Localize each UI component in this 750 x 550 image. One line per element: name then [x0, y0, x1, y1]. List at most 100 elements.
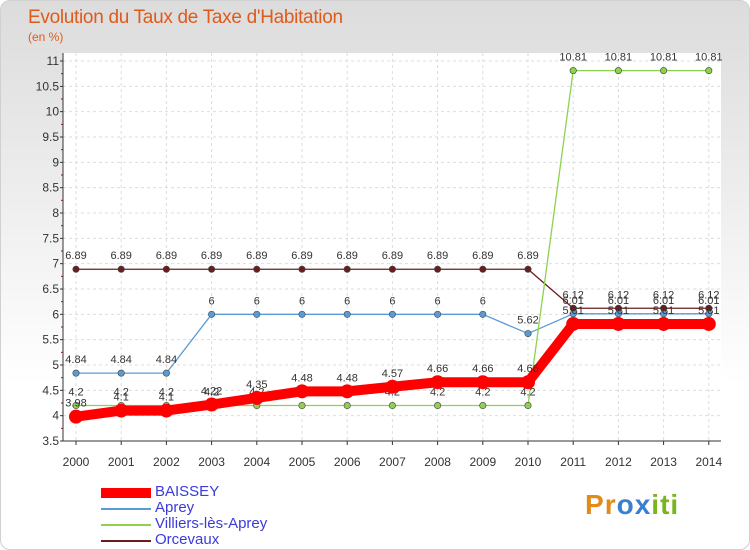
data-label: 10.81 [650, 52, 678, 64]
data-label: 6.89 [156, 250, 177, 262]
data-point [72, 402, 80, 410]
data-label: 6.89 [201, 250, 222, 262]
y-tick-label: 3.5 [42, 434, 59, 448]
line-chart: 3.5 4 4.5 5 5.5 6 6.5 7 7.5 8 8.5 9 9.5 10 10.5 11 2000 2… [36, 52, 723, 469]
chart-title: Evolution du Taux de Taxe d'Habitation [28, 7, 343, 28]
data-label: 6.89 [291, 250, 312, 262]
data-point [705, 67, 713, 75]
logo-letter: o [616, 489, 635, 520]
legend-swatch [101, 485, 151, 501]
y-tick-label: 7 [52, 257, 59, 271]
data-point [434, 310, 442, 318]
data-label: 6.89 [246, 250, 267, 262]
data-label: 5.62 [517, 315, 538, 327]
legend-swatch [101, 517, 151, 533]
y-tick-label: 10.5 [36, 79, 60, 93]
data-point [162, 369, 170, 377]
x-tick-label: 2002 [153, 455, 180, 469]
data-label: 6.89 [336, 250, 357, 262]
data-point [249, 390, 264, 405]
data-point [479, 310, 487, 318]
data-point [524, 330, 532, 338]
legend-label: Aprey [155, 499, 195, 516]
data-label: 4.48 [336, 372, 357, 384]
data-point [340, 384, 355, 399]
y-tick-label: 5 [52, 358, 59, 372]
logo-letter: t [660, 489, 671, 520]
data-point [298, 265, 306, 273]
data-label: 6.89 [382, 250, 403, 262]
data-label: 4.66 [517, 363, 538, 375]
legend-label: Villiers-lès-Aprey [155, 515, 268, 532]
legend-label: BAISSEY [155, 483, 220, 500]
data-label: 6 [480, 295, 486, 307]
legend-swatch [101, 533, 151, 549]
data-label: 6.01 [653, 295, 674, 307]
y-tick-label: 8 [52, 206, 59, 220]
data-label: 4.35 [246, 379, 267, 391]
data-label: 4.48 [291, 372, 312, 384]
data-point [388, 310, 396, 318]
data-point [208, 310, 216, 318]
data-point [434, 265, 442, 273]
data-label: 4.84 [156, 354, 177, 366]
data-label: 4.2 [204, 387, 219, 399]
y-tick-label: 4.5 [42, 383, 59, 397]
data-point [253, 310, 261, 318]
data-label: 4.2 [475, 387, 490, 399]
x-tick-label: 2009 [469, 455, 496, 469]
data-label: 6 [299, 295, 305, 307]
logo-letter: x [634, 489, 652, 520]
data-label: 5.81 [698, 305, 719, 317]
data-label: 10.81 [605, 52, 633, 64]
y-tick-label: 5.5 [42, 333, 59, 347]
data-label: 6.12 [608, 289, 629, 301]
data-label: 6.89 [110, 250, 131, 262]
data-point [701, 316, 716, 331]
data-label: 4.66 [427, 363, 448, 375]
data-point [117, 265, 125, 273]
data-label: 4.66 [472, 363, 493, 375]
data-label: 6.01 [698, 295, 719, 307]
y-tick-label: 6 [52, 307, 59, 321]
x-tick-label: 2006 [334, 455, 361, 469]
data-point [208, 265, 216, 273]
x-tick-label: 2000 [63, 455, 90, 469]
y-tick-label: 4 [52, 409, 59, 423]
data-point [253, 265, 261, 273]
data-point [72, 265, 80, 273]
legend-label: Orcevaux [155, 531, 220, 548]
data-label: 6 [344, 295, 350, 307]
data-label: 6.12 [698, 289, 719, 301]
data-point [343, 402, 351, 410]
x-tick-label: 2001 [108, 455, 135, 469]
data-point [524, 265, 532, 273]
data-label: 4.2 [520, 387, 535, 399]
data-point [295, 384, 309, 399]
data-label: 4.84 [65, 354, 86, 366]
data-label: 4.2 [430, 387, 445, 399]
x-tick-label: 2008 [424, 455, 451, 469]
data-point [343, 310, 351, 318]
data-point [521, 375, 535, 390]
data-point [298, 310, 306, 318]
data-label: 6.89 [472, 250, 493, 262]
x-tick-label: 2010 [515, 455, 542, 469]
data-point [159, 403, 174, 418]
x-tick-label: 2014 [695, 455, 722, 469]
x-tick-label: 2005 [289, 455, 316, 469]
data-label: 6.01 [608, 295, 629, 307]
data-point [660, 67, 668, 75]
y-tick-label: 9.5 [42, 130, 59, 144]
data-point [434, 402, 442, 410]
data-point [611, 316, 626, 331]
data-label: 3.98 [65, 398, 86, 410]
data-label: 6 [435, 295, 441, 307]
data-point [69, 409, 83, 424]
data-label: 6 [209, 295, 215, 307]
x-tick-label: 2004 [243, 455, 270, 469]
data-point [524, 402, 532, 410]
data-label: 6 [254, 295, 260, 307]
data-label: 4.57 [382, 368, 403, 380]
data-point [162, 265, 170, 273]
